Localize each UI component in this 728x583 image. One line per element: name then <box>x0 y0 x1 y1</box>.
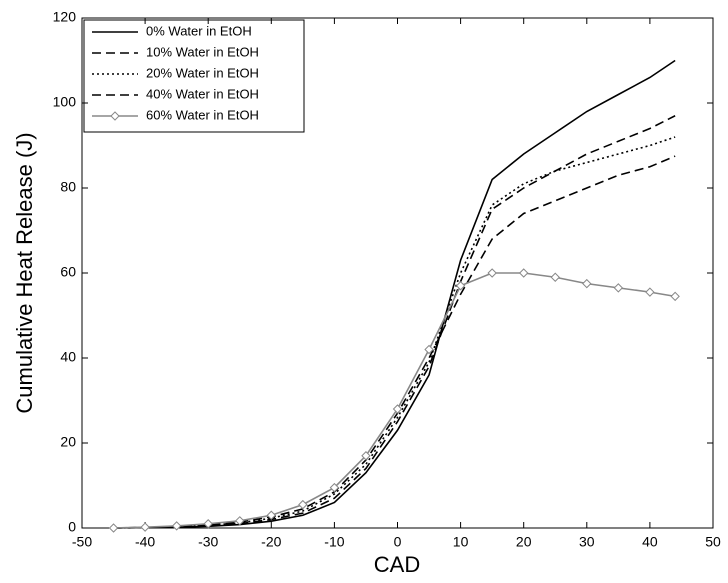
x-tick-label: -30 <box>198 534 218 550</box>
x-tick-label: 40 <box>642 534 658 550</box>
point-marker <box>487 268 497 278</box>
point-marker <box>518 268 529 278</box>
series-line <box>113 155 676 529</box>
legend-label: 0% Water in EtOH <box>146 23 252 38</box>
x-tick-label: 30 <box>579 534 595 550</box>
point-marker <box>203 519 213 529</box>
point-marker <box>361 451 371 461</box>
y-tick-label: 120 <box>53 9 77 25</box>
point-marker <box>266 510 277 520</box>
legend-box <box>83 19 305 133</box>
point-marker <box>108 523 119 533</box>
point-marker <box>582 278 592 289</box>
y-axis-title: Cumulative Heat Release (J) <box>12 132 37 413</box>
point-marker <box>298 499 308 510</box>
series-line <box>113 115 676 529</box>
y-tick-label: 80 <box>60 179 76 195</box>
point-marker <box>613 283 624 293</box>
point-marker <box>670 291 680 302</box>
x-tick-label: -20 <box>261 534 281 550</box>
y-tick-label: 40 <box>60 349 76 365</box>
legend-label: 20% Water in EtOH <box>146 65 259 80</box>
point-marker <box>140 522 150 532</box>
point-marker <box>392 404 403 414</box>
x-axis-title: CAD <box>374 552 420 577</box>
y-tick-label: 100 <box>53 94 77 110</box>
x-tick-label: -10 <box>324 534 344 550</box>
point-marker <box>550 272 560 282</box>
point-marker <box>645 287 655 297</box>
x-tick-label: 50 <box>705 534 721 550</box>
legend-marker <box>110 111 120 121</box>
point-marker <box>235 516 245 526</box>
point-marker <box>455 281 466 291</box>
legend-label: 60% Water in EtOH <box>146 107 259 122</box>
series-line <box>113 272 676 529</box>
legend-label: 10% Water in EtOH <box>146 44 259 59</box>
y-tick-label: 20 <box>60 434 76 450</box>
legend-label: 40% Water in EtOH <box>146 86 259 101</box>
point-marker <box>424 344 434 355</box>
x-tick-label: 20 <box>516 534 532 550</box>
y-tick-label: 60 <box>60 264 76 280</box>
x-tick-label: 10 <box>453 534 469 550</box>
x-tick-label: -40 <box>135 534 155 550</box>
point-marker <box>329 482 340 493</box>
y-tick-label: 0 <box>68 519 76 535</box>
series-line <box>113 136 676 529</box>
point-marker <box>171 521 182 531</box>
x-tick-label: -50 <box>72 534 92 550</box>
x-tick-label: 0 <box>394 534 402 550</box>
